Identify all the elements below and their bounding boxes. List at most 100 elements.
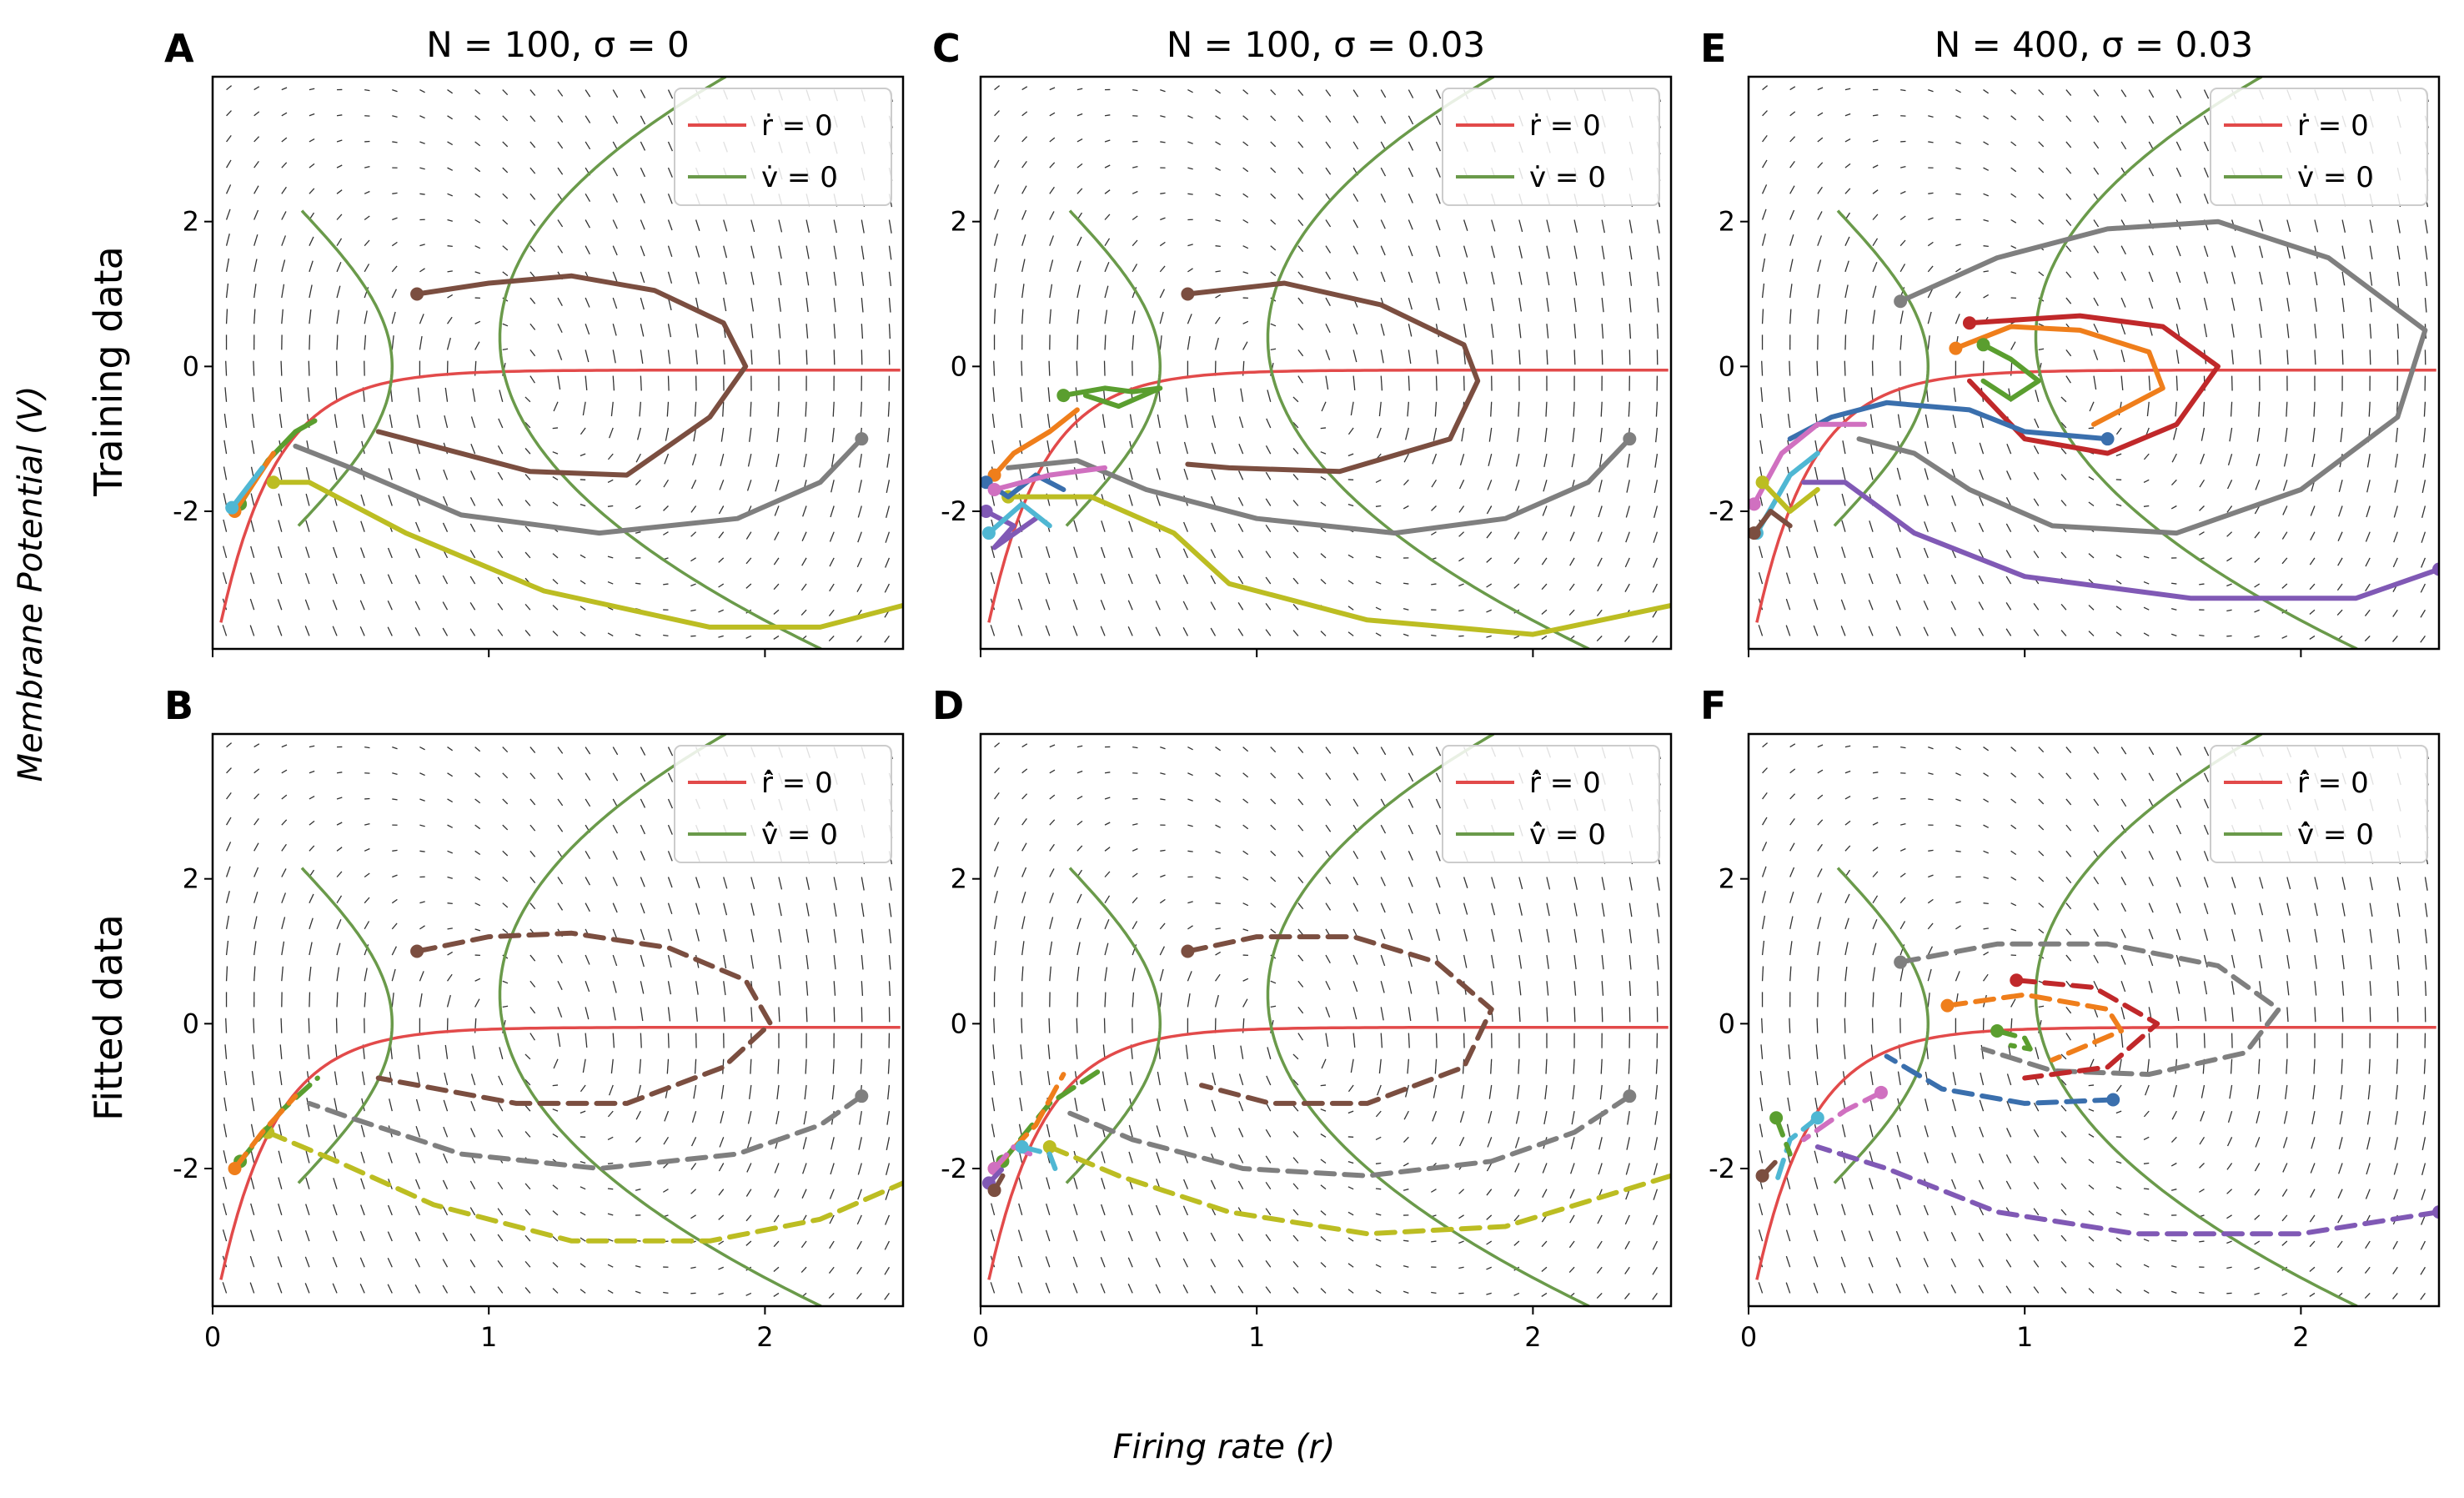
quiver-arrow bbox=[1297, 980, 1304, 988]
quiver-arrow bbox=[800, 1240, 807, 1249]
quiver-arrow bbox=[2286, 1007, 2289, 1023]
quiver-arrow bbox=[2281, 583, 2288, 589]
quiver-arrow bbox=[1347, 453, 1354, 457]
quiver-arrow bbox=[2005, 576, 2012, 585]
quiver-arrow bbox=[1983, 193, 1990, 197]
quiver-arrow bbox=[2336, 609, 2343, 616]
quiver-arrow bbox=[1628, 324, 1632, 339]
quiver-arrow bbox=[640, 271, 645, 284]
quiver-arrow bbox=[387, 1231, 393, 1242]
quiver-arrow bbox=[747, 453, 752, 467]
quiver-arrow bbox=[1375, 581, 1382, 585]
quiver-arrow bbox=[993, 283, 997, 299]
quiver-arrow bbox=[419, 850, 425, 852]
quiver-arrow bbox=[2093, 297, 2099, 306]
quiver-arrow bbox=[1242, 115, 1249, 121]
quiver-arrow bbox=[1786, 493, 1791, 506]
axes-frame bbox=[1747, 75, 2441, 651]
quiver-arrow bbox=[2065, 167, 2072, 174]
quiver-arrow bbox=[718, 583, 725, 588]
quiver-arrow bbox=[2065, 798, 2072, 806]
quiver-arrow bbox=[1761, 283, 1765, 299]
quiver-arrow bbox=[1297, 928, 1304, 936]
quiver-arrow bbox=[2395, 427, 2398, 443]
quiver-arrow bbox=[1895, 1283, 1901, 1294]
quiver-arrow bbox=[1076, 845, 1083, 852]
quiver-arrow bbox=[1103, 360, 1106, 376]
quiver-arrow bbox=[1325, 1007, 1331, 1018]
quiver-arrow bbox=[1900, 88, 1906, 92]
quiver-arrow bbox=[1352, 271, 1358, 281]
v-nullcline bbox=[1266, 734, 1590, 1306]
quiver-arrow bbox=[585, 1033, 588, 1048]
quiver-arrow bbox=[253, 891, 258, 903]
quiver-arrow bbox=[1408, 981, 1413, 994]
quiver-arrow bbox=[856, 1214, 862, 1225]
quiver-arrow bbox=[416, 415, 421, 429]
quiver-arrow bbox=[2254, 531, 2261, 539]
y-tick-label: 0 bbox=[951, 1008, 967, 1039]
quiver-arrow bbox=[1408, 167, 1413, 178]
quiver-arrow bbox=[1923, 600, 1929, 611]
quiver-arrow bbox=[1210, 1259, 1217, 1268]
quiver-arrow bbox=[585, 324, 590, 335]
quiver-arrow bbox=[2420, 1293, 2426, 1300]
quiver-arrow bbox=[1183, 1125, 1189, 1138]
quiver-arrow bbox=[1408, 271, 1413, 284]
quiver-arrow bbox=[1983, 141, 1990, 146]
quiver-arrow bbox=[723, 271, 727, 285]
quiver-arrow bbox=[1102, 1071, 1106, 1086]
quiver-arrow bbox=[1897, 414, 1901, 429]
quiver-arrow bbox=[2065, 877, 2072, 883]
quiver-arrow bbox=[610, 401, 614, 417]
quiver-arrow bbox=[1182, 575, 1188, 585]
quiver-arrow bbox=[2088, 501, 2095, 507]
quiver-arrow bbox=[1569, 557, 1575, 566]
quiver-arrow bbox=[392, 217, 398, 221]
quiver-arrow bbox=[1572, 1084, 1575, 1100]
quiver-arrow bbox=[2010, 219, 2017, 224]
quiver-arrow bbox=[580, 631, 586, 636]
quiver-arrow bbox=[502, 193, 509, 199]
quiver-arrow bbox=[1104, 262, 1110, 273]
quiver-arrow bbox=[1155, 1257, 1161, 1268]
quiver-arrow bbox=[1461, 1084, 1465, 1099]
trajectory-brown bbox=[1185, 934, 1494, 1106]
quiver-arrow bbox=[2120, 1007, 2125, 1020]
quiver-arrow bbox=[1518, 981, 1522, 996]
quiver-arrow bbox=[1155, 1231, 1161, 1242]
quiver-arrow bbox=[2171, 1110, 2177, 1120]
quiver-arrow bbox=[1375, 1110, 1382, 1118]
quiver-arrow bbox=[663, 634, 669, 637]
quiver-arrow bbox=[1486, 609, 1492, 613]
quiver-arrow bbox=[2148, 115, 2155, 124]
quiver-arrow bbox=[557, 245, 564, 254]
trajectory-gray bbox=[293, 436, 865, 536]
quiver-arrow bbox=[1573, 219, 1578, 233]
quiver-arrow bbox=[667, 981, 672, 995]
quiver-arrow bbox=[1789, 284, 1793, 299]
quiver-arrow bbox=[1325, 1033, 1329, 1048]
quiver-arrow bbox=[1872, 262, 1878, 273]
quiver-arrow bbox=[1789, 743, 1796, 748]
quiver-arrow bbox=[585, 245, 590, 255]
quiver-arrow bbox=[474, 320, 481, 324]
quiver-arrow bbox=[502, 877, 509, 882]
quiver-arrow bbox=[1978, 1284, 1985, 1294]
quiver-arrow bbox=[2369, 219, 2373, 234]
quiver-arrow bbox=[2010, 746, 2017, 752]
quiver-arrow bbox=[1238, 444, 1244, 455]
quiver-arrow bbox=[1814, 546, 1819, 559]
quiver-arrow bbox=[1431, 479, 1438, 488]
quiver-arrow bbox=[1408, 798, 1414, 808]
trajectory-gray bbox=[1856, 219, 2428, 536]
quiver-arrow bbox=[1601, 349, 1603, 365]
quiver-arrow bbox=[305, 1204, 310, 1216]
quiver-arrow bbox=[666, 401, 670, 417]
quiver-arrow bbox=[2424, 981, 2427, 997]
quiver-arrow bbox=[1458, 557, 1464, 562]
quiver-arrow bbox=[474, 876, 481, 881]
quiver-arrow bbox=[2060, 448, 2067, 455]
quiver-arrow bbox=[2396, 324, 2400, 339]
